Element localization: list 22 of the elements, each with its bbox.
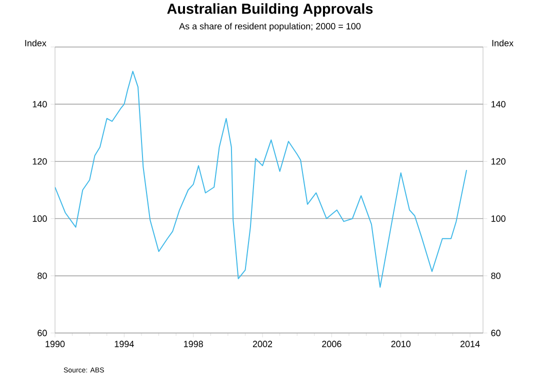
y2-tick-label: 100 bbox=[491, 215, 506, 222]
x-tick-label: 2006 bbox=[322, 340, 342, 348]
y-tick-label: 100 bbox=[32, 215, 47, 222]
x-tick-label: 2014 bbox=[460, 340, 480, 348]
x-tick-label: 2010 bbox=[391, 340, 411, 348]
line-series bbox=[55, 70, 468, 288]
y2-tick-label: 120 bbox=[491, 158, 506, 165]
x-tick-label: 1990 bbox=[46, 340, 65, 348]
y-axis-title: Index bbox=[25, 40, 46, 46]
x-tick-label: 1998 bbox=[184, 340, 203, 348]
x-tick-label: 1994 bbox=[114, 340, 134, 348]
x-tick-label: 2002 bbox=[252, 340, 272, 348]
chart-title: Australian Building Approvals bbox=[167, 3, 373, 17]
y2-tick-label: 80 bbox=[491, 272, 500, 279]
chart-subtitle: As a share of resident population; 2000 = 100 bbox=[179, 22, 361, 32]
y-tick-label: 80 bbox=[38, 272, 47, 279]
y2-tick-label: 140 bbox=[491, 101, 506, 108]
y2-tick-label: 60 bbox=[491, 330, 500, 336]
y-tick-label: 120 bbox=[32, 158, 47, 165]
y-tick-label: 60 bbox=[38, 330, 47, 336]
y-tick-label: 140 bbox=[32, 101, 47, 108]
y2-axis-title: Index bbox=[492, 40, 514, 46]
